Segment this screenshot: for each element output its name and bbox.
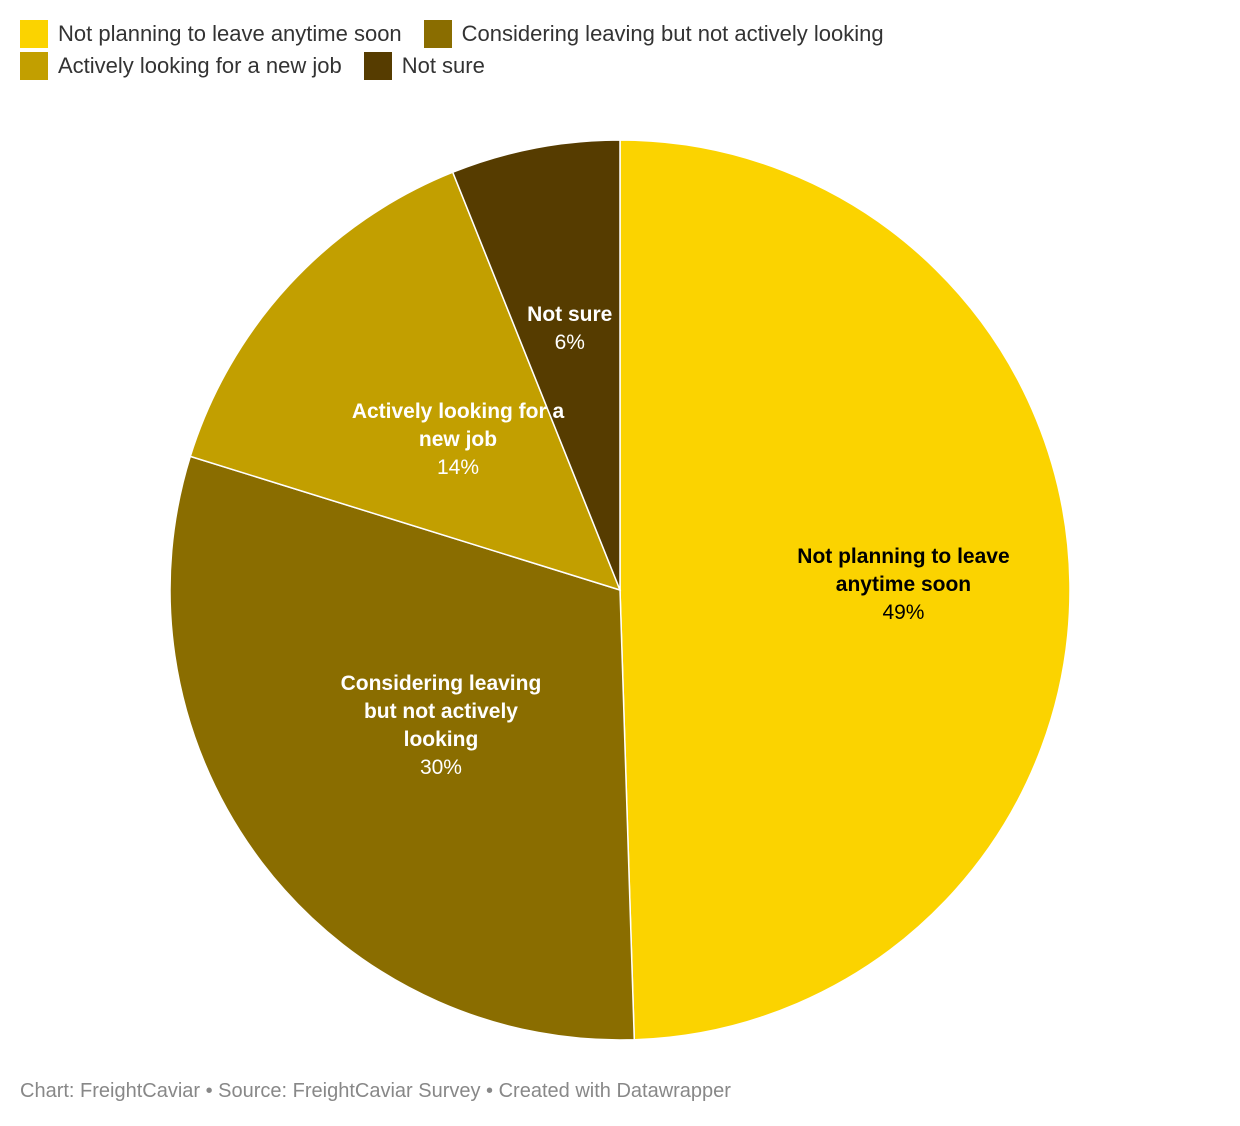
pie-slice-0 (619, 139, 1071, 1041)
legend-swatch (363, 52, 392, 80)
slice-label-name: Not planning to leave (797, 545, 1009, 568)
legend-item-not-sure: Not sure (363, 52, 485, 80)
legend-row: Actively looking for a new job Not sure (20, 50, 1220, 82)
legend-item-actively-looking: Actively looking for a new job (20, 52, 342, 80)
slice-label-3: Not sure 6% (527, 303, 612, 354)
legend-label: Not planning to leave anytime soon (58, 21, 402, 46)
slice-label-name: new job (419, 428, 497, 451)
slice-label-1: Considering leaving but not actively looki… (341, 672, 542, 779)
legend-label: Considering leaving but not actively loo… (461, 21, 884, 46)
legend-swatch (20, 20, 48, 48)
pie-slice-1 (169, 455, 636, 1041)
slice-label-name: but not actively (364, 700, 518, 723)
slice-label-0: Not planning to leave anytime soon 49% (797, 545, 1009, 624)
legend-label: Actively looking for a new job (58, 53, 342, 78)
legend: Not planning to leave anytime soon Consi… (20, 18, 1220, 82)
slice-label-2: Actively looking for a new job 14% (352, 400, 565, 479)
legend-label: Not sure (401, 53, 485, 78)
slice-label-percent: 14% (437, 456, 479, 479)
slice-label-name: Actively looking for a (352, 400, 565, 423)
slice-label-name: Not sure (527, 303, 612, 326)
legend-swatch (423, 20, 452, 48)
pie-slice-3 (451, 139, 621, 591)
legend-swatch (20, 52, 48, 80)
legend-row: Not planning to leave anytime soon Consi… (20, 18, 1220, 50)
slice-label-name: looking (404, 728, 479, 751)
chart-footer: Chart: FreightCaviar • Source: FreightCa… (20, 1080, 731, 1102)
legend-item-considering: Considering leaving but not actively loo… (423, 20, 884, 48)
slice-label-percent: 6% (555, 331, 585, 354)
pie-slice-2 (189, 171, 622, 592)
slice-label-percent: 30% (420, 756, 462, 779)
legend-item-not-planning: Not planning to leave anytime soon (20, 20, 402, 48)
slice-label-name: Considering leaving (341, 672, 542, 695)
slice-label-percent: 49% (882, 601, 924, 624)
slice-label-name: anytime soon (836, 573, 971, 596)
